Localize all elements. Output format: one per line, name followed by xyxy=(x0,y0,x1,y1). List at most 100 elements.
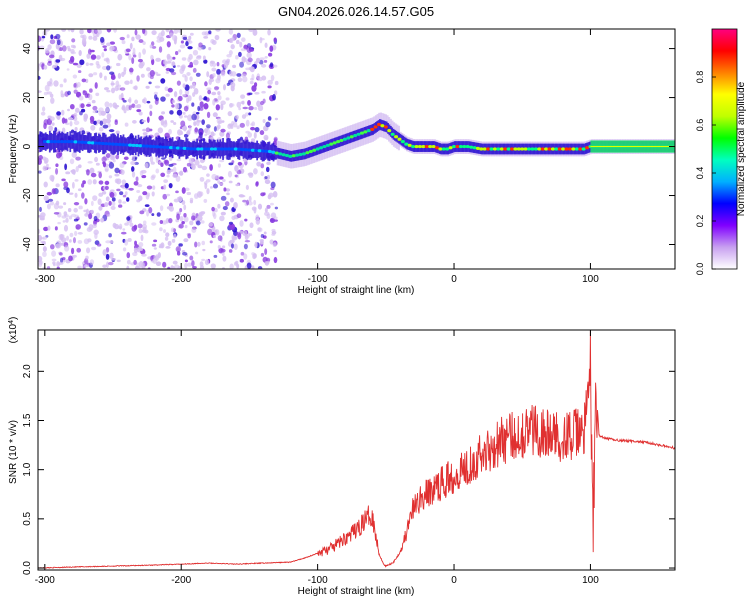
spectrum-noise-dot xyxy=(69,158,75,165)
spectrum-noise-dot xyxy=(123,69,127,75)
spectrum-noise-dot xyxy=(198,95,203,101)
spectrum-core-dot xyxy=(271,150,276,154)
spectrum-noise-dot xyxy=(46,191,53,196)
spectrum-noise-dot xyxy=(160,242,165,249)
spectrogram-y-tick-label: -20 xyxy=(22,188,33,203)
spectrum-noise-dot xyxy=(219,131,225,137)
spectrum-noise-dot xyxy=(124,122,129,127)
spectrum-core-dot xyxy=(578,147,583,151)
spectrum-noise-dot xyxy=(67,117,74,121)
spectrum-core-dot xyxy=(192,147,197,151)
spectrum-noise-dot xyxy=(174,51,179,56)
spectrum-noise-dot xyxy=(103,58,109,62)
spectrum-noise-dot xyxy=(38,35,42,42)
spectrum-noise-dot xyxy=(96,55,101,60)
spectrum-noise-dot xyxy=(59,234,65,238)
spectrum-noise-dot xyxy=(173,122,177,125)
spectrum-noise-dot xyxy=(104,185,109,191)
spectrum-noise-dot xyxy=(189,197,194,202)
spectrum-core-dot xyxy=(363,130,368,134)
spectrum-noise-dot xyxy=(124,239,129,246)
spectrum-noise-dot xyxy=(109,240,114,244)
spectrum-noise-dot xyxy=(231,235,238,241)
spectrum-noise-dot xyxy=(160,119,165,126)
spectrum-core-dot xyxy=(503,147,508,151)
spectrum-noise-dot xyxy=(260,163,265,169)
snr-y-tick-label: 1.5 xyxy=(22,413,33,427)
spectrum-noise-dot xyxy=(184,187,190,192)
spectrum-core-dot xyxy=(250,148,255,152)
spectrum-noise-dot xyxy=(213,234,216,239)
spectrum-noise-dot xyxy=(222,179,226,183)
spectrum-noise-dot xyxy=(266,204,271,209)
spectrum-noise-dot xyxy=(102,161,107,168)
spectrum-noise-dot xyxy=(169,32,174,38)
spectrum-noise-dot xyxy=(189,85,193,89)
spectrum-noise-dot xyxy=(149,104,153,110)
spectrum-noise-dot xyxy=(225,188,231,192)
spectrum-noise-dot xyxy=(65,171,71,175)
spectrum-noise-dot xyxy=(195,220,201,226)
spectrum-noise-dot xyxy=(99,72,103,79)
spectrum-noise-dot xyxy=(47,225,51,231)
spectrum-noise-dot xyxy=(64,245,70,252)
spectrum-noise-dot xyxy=(56,39,61,46)
spectrum-noise-dot xyxy=(245,67,251,71)
spectrum-noise-dot xyxy=(165,29,170,33)
spectrum-core-dot xyxy=(325,143,330,147)
spectrum-noise-dot xyxy=(90,246,97,251)
spectrum-noise-dot xyxy=(111,258,117,261)
spectrum-noise-dot xyxy=(144,162,149,169)
spectrum-noise-dot xyxy=(183,238,189,243)
spectrum-noise-dot xyxy=(134,265,141,269)
spectrum-noise-dot xyxy=(268,52,273,57)
spectrum-noise-dot xyxy=(102,249,107,256)
spectrum-noise-dot xyxy=(102,124,109,129)
spectrum-noise-dot xyxy=(141,175,147,179)
spectrum-noise-dot xyxy=(67,47,71,52)
spectrum-core-dot xyxy=(56,140,61,144)
spectrum-noise-dot xyxy=(142,220,147,225)
spectrum-noise-dot xyxy=(220,100,226,106)
colorbar: 0.0 0.2 0.4 0.6 0.8 Normalized spectral ampl… xyxy=(695,28,747,275)
spectrum-noise-dot xyxy=(269,62,274,68)
spectrum-noise-dot xyxy=(124,182,129,189)
spectrum-noise-dot xyxy=(101,156,107,163)
spectrum-noise-dot xyxy=(84,213,89,217)
spectrum-core-dot xyxy=(104,142,109,146)
spectrum-noise-dot xyxy=(251,73,255,81)
spectrum-noise-dot xyxy=(214,34,220,41)
spectrum-noise-dot xyxy=(86,53,91,59)
spectrum-noise-dot xyxy=(261,90,266,94)
spectrum-noise-dot xyxy=(253,199,257,206)
spectrum-noise-dot xyxy=(166,174,170,178)
spectrum-noise-dot xyxy=(87,29,92,34)
spectrum-noise-dot xyxy=(176,251,181,256)
spectrum-noise-dot xyxy=(231,160,235,164)
spectrum-noise-dot xyxy=(212,99,216,106)
spectrum-noise-dot xyxy=(55,167,59,175)
spectrum-core-dot xyxy=(564,147,569,151)
snr-x-tick-label: 100 xyxy=(582,575,599,586)
spectrum-noise-dot xyxy=(165,246,171,249)
spectrum-core-dot xyxy=(421,144,426,149)
spectrum-noise-dot xyxy=(177,64,181,68)
spectrum-noise-dot xyxy=(245,119,250,127)
spectrum-core-dot xyxy=(339,138,344,143)
spectrum-noise-dot xyxy=(184,224,188,229)
spectrum-noise-dot xyxy=(208,30,212,35)
spectrum-noise-dot xyxy=(244,136,249,141)
spectrum-noise-dot xyxy=(131,225,137,232)
spectrum-noise-dot xyxy=(259,36,263,44)
spectrum-noise-dot xyxy=(78,205,83,210)
spectrum-noise-dot xyxy=(81,78,87,83)
spectrum-noise-dot xyxy=(109,41,116,45)
spectrum-core-dot xyxy=(479,147,484,151)
spectrum-noise-dot xyxy=(210,263,216,269)
spectrum-noise-dot xyxy=(182,94,186,97)
spectrum-noise-dot xyxy=(226,192,230,196)
spectrum-noise-dot xyxy=(197,241,201,247)
spectrum-noise-dot xyxy=(127,99,131,102)
spectrum-noise-dot xyxy=(189,220,194,226)
spectrum-core-dot xyxy=(557,147,562,151)
